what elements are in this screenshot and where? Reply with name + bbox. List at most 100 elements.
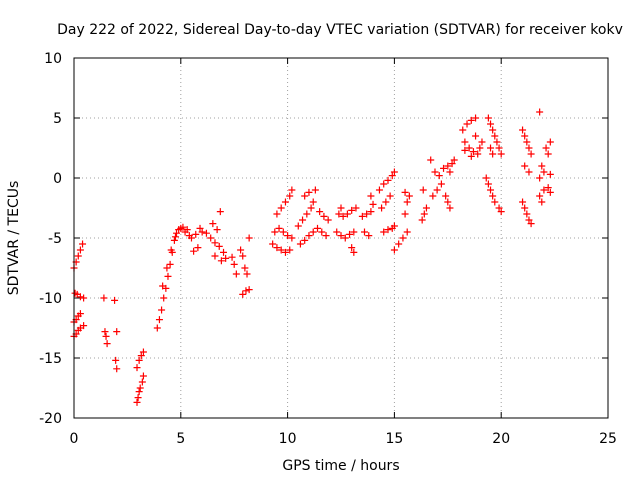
data-point-marker (540, 168, 548, 176)
data-point-marker (311, 186, 319, 194)
data-point-marker (525, 216, 533, 224)
data-point-marker (525, 144, 533, 152)
data-point-marker (76, 293, 84, 301)
data-point-marker (390, 246, 398, 254)
data-point-marker (153, 324, 161, 332)
y-tick-label: 0 (53, 171, 62, 187)
data-point-marker (484, 180, 492, 188)
data-point-marker (113, 328, 121, 336)
data-point-marker (538, 198, 546, 206)
data-point-marker (136, 384, 144, 392)
data-point-marker (170, 236, 178, 244)
data-point-marker (365, 232, 373, 240)
data-point-marker (305, 188, 313, 196)
data-point-marker (544, 184, 552, 192)
x-tick-label: 5 (176, 431, 185, 447)
data-point-marker (207, 234, 215, 242)
data-point-marker (220, 248, 228, 256)
data-point-marker (76, 310, 84, 318)
data-point-marker (346, 230, 354, 238)
data-point-marker (135, 388, 143, 396)
data-point-marker (305, 232, 313, 240)
data-point-marker (390, 168, 398, 176)
data-point-marker (288, 234, 296, 242)
data-point-marker (192, 230, 200, 238)
data-point-marker (491, 132, 499, 140)
data-point-marker (216, 208, 224, 216)
data-point-marker (542, 144, 550, 152)
data-point-marker (237, 246, 245, 254)
data-point-marker (211, 239, 219, 247)
data-point-marker (101, 328, 109, 336)
data-point-marker (320, 212, 328, 220)
data-point-marker (495, 144, 503, 152)
chart-title: Day 222 of 2022, Sidereal Day-to-day VTE… (57, 22, 623, 38)
x-tick-label: 25 (599, 431, 617, 447)
data-point-marker (523, 210, 531, 218)
data-point-marker (491, 198, 499, 206)
data-point-marker (474, 150, 482, 158)
data-point-marker (163, 264, 171, 272)
data-point-marker (448, 160, 456, 168)
y-tick-label: -10 (39, 291, 62, 307)
data-point-marker (467, 152, 475, 160)
data-point-marker (521, 204, 529, 212)
data-point-marker (242, 287, 250, 295)
data-point-marker (418, 216, 426, 224)
data-point-marker (269, 240, 277, 248)
data-point-marker (215, 242, 223, 250)
data-point-marker (380, 180, 388, 188)
data-point-marker (100, 294, 108, 302)
data-point-marker (167, 246, 175, 254)
data-point-marker (476, 144, 484, 152)
data-point-marker (138, 378, 146, 386)
x-tick-label: 0 (70, 431, 79, 447)
data-point-marker (314, 224, 322, 232)
plot-frame (73, 57, 609, 419)
data-point-marker (166, 260, 174, 268)
data-point-marker (155, 316, 163, 324)
data-point-marker (519, 198, 527, 206)
data-point-marker (284, 232, 292, 240)
y-tick-label: -5 (48, 231, 62, 247)
data-point-marker (241, 264, 249, 272)
data-point-marker (335, 210, 343, 218)
data-point-marker (420, 210, 428, 218)
data-point-marker (279, 228, 287, 236)
data-point-marker (209, 220, 217, 228)
data-point-marker (133, 364, 141, 372)
data-point-marker (497, 150, 505, 158)
data-point-marker (337, 232, 345, 240)
data-point-marker (403, 198, 411, 206)
data-point-marker (245, 234, 253, 242)
data-point-marker (281, 248, 289, 256)
data-point-marker (467, 116, 475, 124)
data-point-marker (465, 144, 473, 152)
data-point-marker (527, 220, 535, 228)
mark-layer (70, 108, 554, 406)
data-point-marker (450, 156, 458, 164)
data-point-marker (281, 198, 289, 206)
data-point-marker (102, 332, 110, 340)
data-point-marker (322, 232, 330, 240)
data-point-marker (350, 228, 358, 236)
data-point-marker (288, 186, 296, 194)
data-point-marker (341, 234, 349, 242)
data-point-marker (546, 138, 554, 146)
data-point-marker (179, 223, 187, 231)
data-point-marker (546, 170, 554, 178)
data-point-marker (422, 204, 430, 212)
data-point-marker (395, 240, 403, 248)
data-point-marker (294, 222, 302, 230)
data-point-marker (487, 144, 495, 152)
data-point-marker (358, 212, 366, 220)
data-point-marker (367, 192, 375, 200)
data-point-marker (429, 192, 437, 200)
y-tick-label: 10 (44, 51, 62, 67)
data-point-marker (484, 114, 492, 122)
data-point-marker (472, 132, 480, 140)
data-point-marker (133, 398, 141, 406)
data-point-marker (489, 150, 497, 158)
data-point-marker (164, 272, 172, 280)
